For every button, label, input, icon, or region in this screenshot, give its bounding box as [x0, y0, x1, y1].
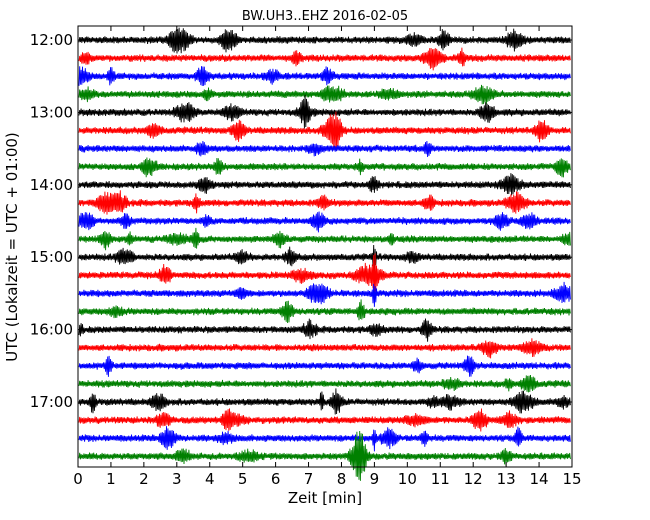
- y-tick-label: 17:00: [30, 393, 73, 411]
- trace-1745: [78, 430, 571, 481]
- y-tick-label: 15:00: [30, 248, 73, 266]
- trace-1400: [78, 173, 571, 196]
- chart-title: BW.UH3..EHZ 2016-02-05: [242, 9, 408, 24]
- trace-1345: [78, 157, 571, 178]
- trace-1530: [78, 281, 571, 307]
- trace-1500: [78, 244, 571, 275]
- x-tick-label: 11: [431, 470, 450, 488]
- x-tick-label: 15: [562, 470, 581, 488]
- traces-layer: [78, 27, 571, 481]
- x-tick-label: 0: [73, 470, 83, 488]
- y-axis-title: UTC (Lokalzeit = UTC + 01:00): [3, 132, 21, 362]
- x-tick-label: 12: [464, 470, 483, 488]
- trace-1430: [78, 211, 571, 233]
- x-tick-label: 14: [530, 470, 549, 488]
- x-tick-label: 9: [370, 470, 380, 488]
- x-tick-label: 13: [497, 470, 516, 488]
- y-tick-label: 16:00: [30, 321, 73, 339]
- trace-1715: [78, 408, 571, 432]
- trace-1600: [78, 318, 571, 342]
- trace-1245: [78, 84, 571, 105]
- trace-1630: [78, 355, 571, 377]
- trace-1300: [78, 94, 571, 129]
- trace-1215: [78, 47, 571, 71]
- x-tick-label: 1: [106, 470, 116, 488]
- trace-1615: [78, 338, 571, 359]
- x-tick-label: 4: [205, 470, 215, 488]
- x-tick-label: 8: [337, 470, 347, 488]
- trace-1415: [78, 190, 571, 215]
- trace-1200: [78, 27, 571, 54]
- x-tick-label: 10: [398, 470, 417, 488]
- trace-1730: [78, 426, 571, 452]
- ticks-layer: 0 1 2 3 4 5 6 7 8 9 10 11 12 13 14 1512:0013:0014:0015:…: [30, 26, 582, 488]
- y-tick-label: 14:00: [30, 176, 73, 194]
- y-tick-label: 13:00: [30, 103, 73, 121]
- trace-1445: [78, 227, 571, 251]
- trace-1315: [78, 111, 571, 150]
- x-tick-label: 6: [271, 470, 281, 488]
- trace-1645: [78, 374, 571, 393]
- trace-1545: [78, 299, 571, 324]
- x-tick-label: 5: [238, 470, 248, 488]
- trace-1700: [78, 388, 571, 415]
- x-tick-label: 3: [172, 470, 182, 488]
- y-tick-label: 12:00: [30, 31, 73, 49]
- trace-1515: [78, 253, 571, 302]
- x-tick-label: 2: [139, 470, 149, 488]
- x-axis-title: Zeit [min]: [288, 489, 362, 507]
- trace-1230: [78, 66, 571, 87]
- x-tick-label: 7: [304, 470, 314, 488]
- trace-1330: [78, 140, 571, 158]
- plot-frame: [77, 25, 573, 468]
